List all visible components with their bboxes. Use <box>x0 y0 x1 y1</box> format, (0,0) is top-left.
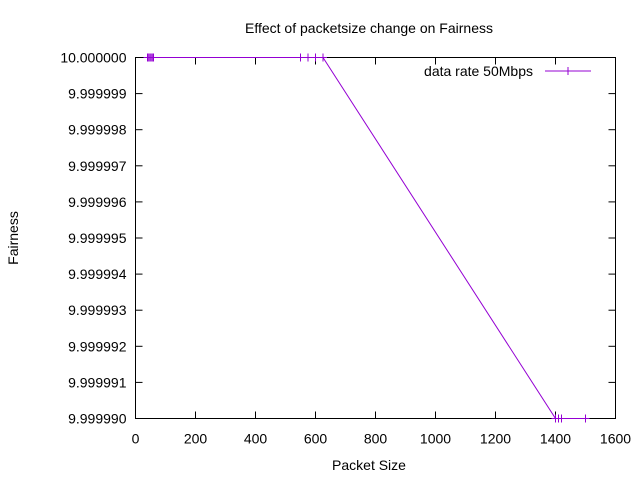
series-group <box>143 53 590 423</box>
x-tick-label: 1400 <box>540 431 571 447</box>
x-tick-label: 600 <box>304 431 328 447</box>
data-point <box>311 53 320 62</box>
y-tick-label: 10.000000 <box>60 50 126 66</box>
data-point <box>557 414 566 423</box>
x-axis-label: Packet Size <box>332 457 406 473</box>
x-tick-label: 1600 <box>600 431 631 447</box>
x-tick-label: 1000 <box>420 431 451 447</box>
data-point <box>296 53 305 62</box>
y-tick-label: 9.999990 <box>68 411 127 427</box>
legend-label: data rate 50Mbps <box>424 63 533 79</box>
y-tick-label: 9.999995 <box>68 230 127 246</box>
y-axis: 9.999990 9.999991 9.999992 9.999993 9.999994… <box>60 50 616 427</box>
y-tick-label: 9.999999 <box>68 86 127 102</box>
y-tick-label: 9.999993 <box>68 302 127 318</box>
legend: data rate 50Mbps <box>424 63 591 79</box>
plot-frame <box>135 57 616 419</box>
y-tick-label: 9.999998 <box>68 122 127 138</box>
y-tick-label: 9.999992 <box>68 338 127 354</box>
x-tick-label: 400 <box>244 431 268 447</box>
data-point <box>304 53 312 62</box>
x-tick-label: 200 <box>184 431 208 447</box>
x-tick-label: 0 <box>132 431 140 447</box>
x-axis: 0 200 400 600 800 1000 1200 1400 1600 <box>132 57 631 447</box>
x-tick-label: 800 <box>364 431 388 447</box>
data-point <box>581 414 590 423</box>
series-line <box>147 57 586 419</box>
y-tick-label: 9.999994 <box>68 266 127 282</box>
x-tick-label: 1200 <box>480 431 511 447</box>
chart-title: Effect of packetsize change on Fairness <box>245 20 493 36</box>
y-axis-label: Fairness <box>5 211 21 265</box>
y-tick-label: 9.999991 <box>68 374 127 390</box>
y-tick-label: 9.999997 <box>68 158 127 174</box>
y-tick-label: 9.999996 <box>68 194 127 210</box>
data-point <box>149 53 158 62</box>
data-point <box>319 53 327 62</box>
